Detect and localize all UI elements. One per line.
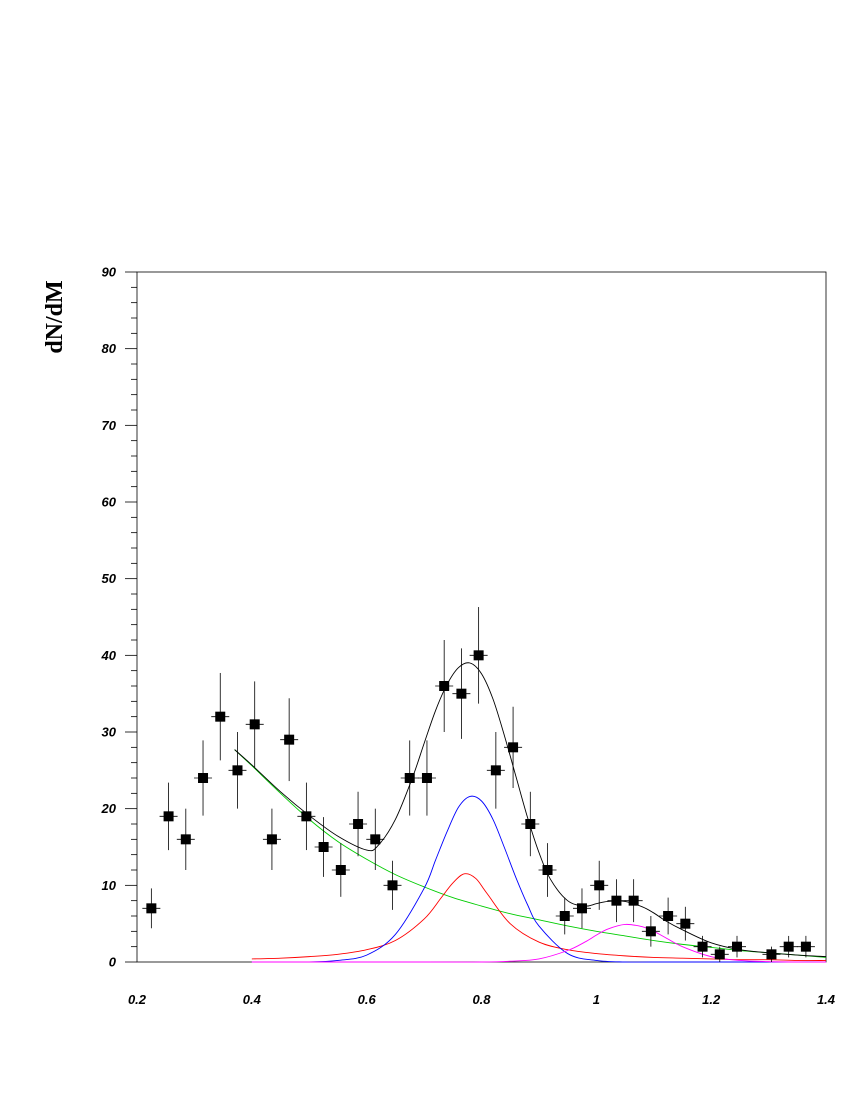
x-tick-label: 1.2: [702, 992, 721, 1007]
data-point: [628, 895, 639, 906]
y-tick-label: 20: [101, 801, 117, 816]
data-point: [508, 742, 519, 753]
data-point: [680, 918, 691, 929]
data-point: [525, 819, 536, 829]
data-point: [215, 711, 226, 722]
data-point: [180, 834, 191, 845]
data-point: [783, 941, 794, 952]
y-tick-label: 60: [102, 495, 117, 510]
x-tick-label: 1.4: [817, 992, 836, 1007]
data-point: [421, 773, 432, 783]
x-tick-label: 0.2: [128, 992, 147, 1007]
y-tick-label: 50: [102, 571, 117, 586]
data-point: [594, 880, 605, 891]
data-point: [353, 819, 364, 829]
data-point: [473, 650, 484, 661]
data-point: [198, 773, 209, 783]
data-point: [800, 941, 811, 952]
data-point: [714, 949, 725, 960]
data-point: [456, 688, 467, 699]
data-point: [576, 903, 587, 914]
data-point: [559, 911, 570, 921]
plot-frame: [136, 271, 827, 963]
data-point: [370, 834, 381, 845]
data-points: [142, 607, 815, 962]
y-tick-label: 90: [102, 265, 117, 280]
x-tick-label: 1: [593, 992, 600, 1007]
y-axis-label: dN/dM: [42, 280, 68, 353]
data-point: [645, 926, 656, 937]
y-tick-label: 0: [109, 955, 117, 970]
data-point: [404, 773, 415, 783]
data-point: [146, 903, 157, 914]
y-tick-label: 40: [101, 648, 117, 663]
data-point: [266, 834, 277, 845]
data-point: [232, 765, 243, 776]
fit-curve: [251, 873, 827, 961]
data-point: [318, 842, 329, 852]
data-point: [611, 895, 622, 906]
y-tick-label: 80: [102, 341, 117, 356]
data-point: [542, 865, 553, 875]
axes: 0 10 20 30 40 50 60 70 80 90 0.2 0.4 0.6 0.8 1 1.2 1.4: [101, 265, 836, 1008]
data-point: [490, 765, 501, 776]
y-tick-label: 30: [102, 725, 117, 740]
data-point: [301, 811, 312, 822]
y-tick-label: 70: [102, 418, 117, 433]
fit-curve: [251, 795, 826, 963]
fit-curve: [251, 923, 827, 963]
x-tick-label: 0.6: [358, 992, 377, 1007]
data-point: [284, 734, 295, 745]
x-tick-label: 0.8: [472, 992, 491, 1007]
data-point: [697, 941, 708, 952]
data-point: [766, 949, 777, 960]
x-tick-label: 0.4: [243, 992, 262, 1007]
data-point: [439, 681, 450, 691]
data-point: [249, 719, 260, 730]
data-point: [387, 880, 398, 891]
data-point: [663, 911, 674, 921]
data-point: [335, 865, 346, 875]
y-tick-label: 10: [102, 878, 117, 893]
data-point: [163, 811, 174, 822]
data-point: [732, 941, 743, 952]
